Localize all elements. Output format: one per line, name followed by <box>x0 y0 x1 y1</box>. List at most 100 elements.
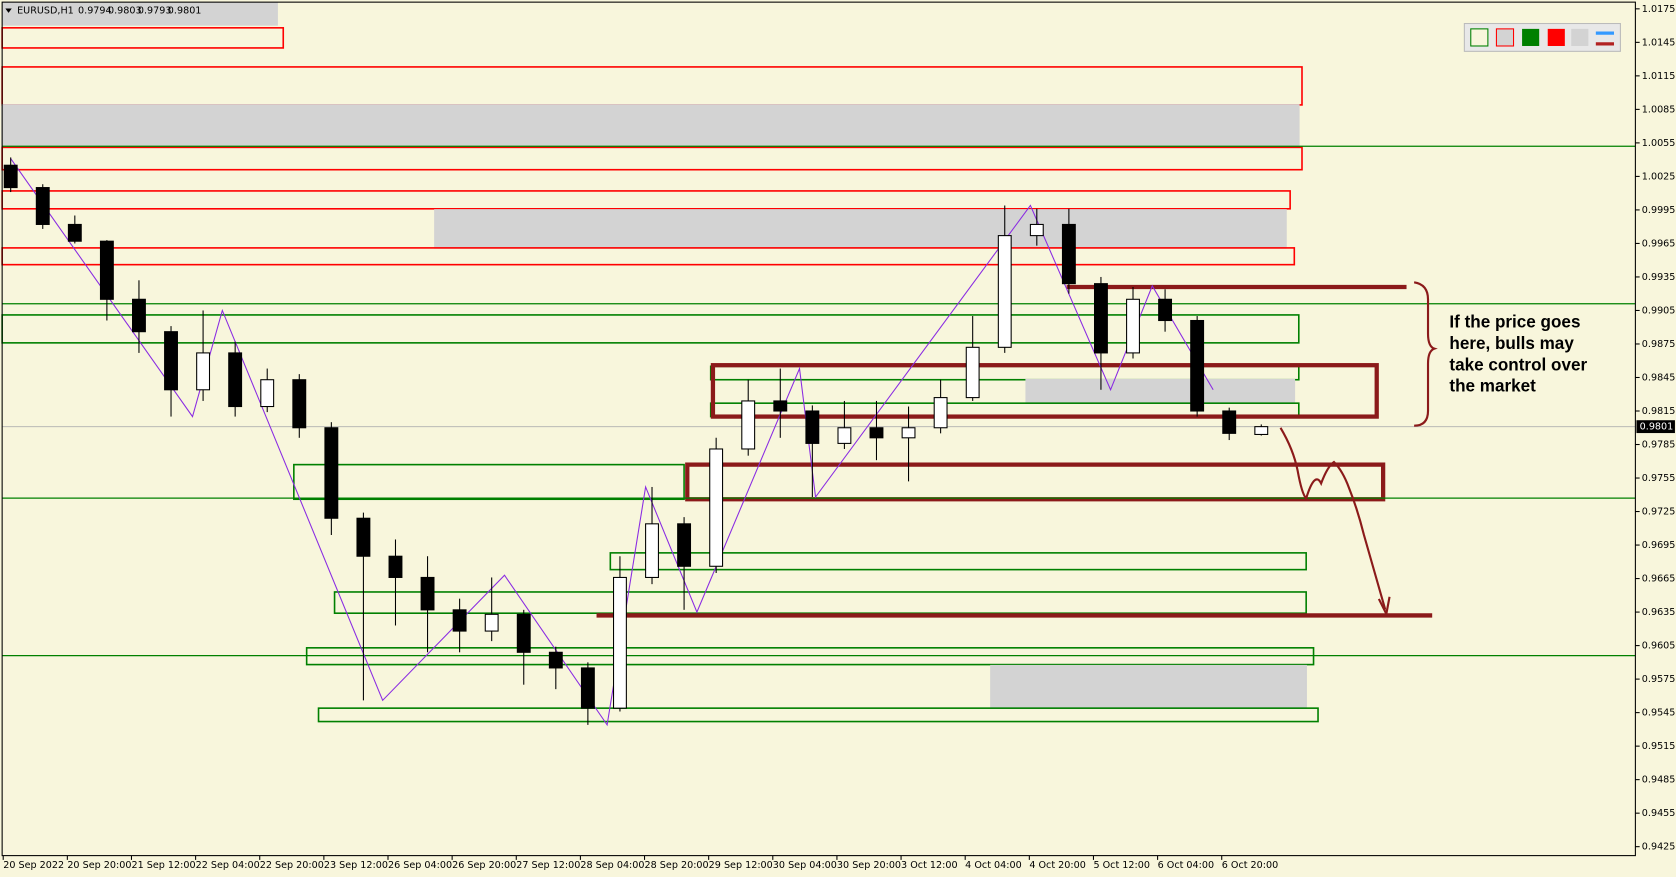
y-tick-label: 1.0175 <box>1642 4 1676 15</box>
header-close: 0.9801 <box>168 6 202 17</box>
candle-body <box>548 651 563 669</box>
candle-body <box>388 555 403 578</box>
candle-body <box>613 576 627 709</box>
x-tick-label: 5 Oct 12:00 <box>1093 860 1150 871</box>
x-tick-label: 4 Oct 20:00 <box>1029 860 1086 871</box>
time-axis-background <box>0 855 1676 877</box>
header-low: 0.9793 <box>138 6 172 17</box>
y-tick-label: 0.9635 <box>1642 607 1676 618</box>
candle-body <box>420 576 435 611</box>
toolbar-panel <box>1463 22 1621 52</box>
candle-body <box>997 235 1012 348</box>
header: EURUSD,H1 0.9794 0.9803 0.9793 0.9801 <box>5 6 201 17</box>
header-menu-arrow[interactable] <box>5 8 12 13</box>
price-axis-background <box>1635 0 1676 877</box>
annotation: If the price goes here, bulls may take con… <box>1449 313 1587 396</box>
zone <box>434 209 1287 249</box>
zone <box>609 552 1307 571</box>
candle-body <box>1158 298 1173 322</box>
candle-body <box>1093 283 1108 354</box>
candle-body <box>645 523 659 578</box>
x-tick-label: 3 Oct 12:00 <box>901 860 958 871</box>
candle-body <box>837 427 852 444</box>
y-tick-label: 0.9845 <box>1642 372 1676 383</box>
y-tick-label: 1.0025 <box>1642 171 1676 182</box>
x-tick-label: 20 Sep 20:00 <box>67 860 131 871</box>
candle-body <box>196 352 211 391</box>
candle-body <box>580 667 595 709</box>
plot-border <box>1 1 1636 857</box>
candle-body <box>933 397 948 429</box>
x-tick-label: 28 Sep 20:00 <box>645 860 709 871</box>
projection-arrow <box>1279 427 1387 610</box>
candle-body <box>452 609 467 632</box>
candle-body <box>228 352 243 408</box>
candle-body <box>356 517 371 557</box>
y-tick-label: 0.9425 <box>1642 842 1676 853</box>
candle-body <box>741 400 756 450</box>
bracket <box>1413 281 1438 427</box>
y-tick-label: 1.0115 <box>1642 71 1676 82</box>
axes: 1.0175 1.0145 1.0115 1.0085 1.0055 1.0025 0.99… <box>2 4 1676 871</box>
candle-body <box>324 427 339 519</box>
candle-body <box>869 427 884 439</box>
arrow-head <box>1377 596 1391 618</box>
candle-body <box>164 331 178 391</box>
x-tick-label: 29 Sep 12:00 <box>709 860 773 871</box>
x-tick-label: 30 Sep 20:00 <box>837 860 901 871</box>
x-tick-label: 30 Sep 04:00 <box>773 860 837 871</box>
candle-body <box>67 223 82 242</box>
y-tick-label: 0.9755 <box>1642 473 1676 484</box>
candle-body <box>901 427 916 439</box>
price-tag <box>1636 420 1675 434</box>
candle-body <box>805 410 820 444</box>
toolbar-icons <box>1463 22 1621 52</box>
y-tick-label: 0.9815 <box>1642 406 1676 417</box>
x-tick-label: 4 Oct 04:00 <box>965 860 1022 871</box>
candle-body <box>260 379 275 408</box>
price-tag-label: 0.9801 <box>1640 422 1674 433</box>
annotation-line: take control over <box>1449 355 1587 374</box>
tool-red[interactable] <box>1547 28 1565 46</box>
x-tick-label: 20 Sep 2022 <box>3 860 64 871</box>
candle-body <box>1222 410 1237 434</box>
y-tick-label: 0.9545 <box>1642 708 1676 719</box>
x-tick-label: 28 Sep 04:00 <box>580 860 644 871</box>
symbol: EURUSD,H1 <box>17 6 74 17</box>
zone <box>1025 378 1296 404</box>
y-tick-label: 0.9905 <box>1642 305 1676 316</box>
candle-body <box>35 187 50 225</box>
y-tick-label: 0.9725 <box>1642 507 1676 518</box>
zone <box>333 591 1307 614</box>
candle-body <box>1061 223 1076 285</box>
tool-demand-zone[interactable] <box>1470 28 1489 47</box>
candles <box>3 157 1269 727</box>
annotation-line: If the price goes <box>1449 313 1580 332</box>
x-tick-label: 6 Oct 04:00 <box>1158 860 1215 871</box>
y-tick-label: 1.0145 <box>1642 37 1676 48</box>
header-high: 0.9803 <box>108 6 142 17</box>
x-tick-label: 23 Sep 12:00 <box>324 860 388 871</box>
tool-supply-zone[interactable] <box>1495 28 1515 47</box>
header-open: 0.9794 <box>78 6 112 17</box>
zone <box>1 104 1300 148</box>
annotation-line: the market <box>1449 377 1536 396</box>
candle-body <box>99 240 114 300</box>
x-tick-label: 26 Sep 20:00 <box>452 860 516 871</box>
y-tick-label: 0.9665 <box>1642 574 1676 585</box>
candle-body <box>677 523 692 567</box>
y-tick-label: 0.9575 <box>1642 674 1676 685</box>
x-tick-label: 22 Sep 04:00 <box>196 860 260 871</box>
x-tick-label: 22 Sep 20:00 <box>260 860 324 871</box>
tool-green[interactable] <box>1522 28 1540 46</box>
x-tick-label: 26 Sep 04:00 <box>388 860 452 871</box>
candle-body <box>709 448 724 567</box>
zigzag-line <box>10 158 1214 727</box>
y-tick-label: 0.9455 <box>1642 808 1676 819</box>
y-tick-label: 0.9515 <box>1642 741 1676 752</box>
tool-gray[interactable] <box>1571 28 1589 46</box>
candle-body <box>1254 426 1269 435</box>
y-tick-label: 1.0055 <box>1642 138 1676 149</box>
